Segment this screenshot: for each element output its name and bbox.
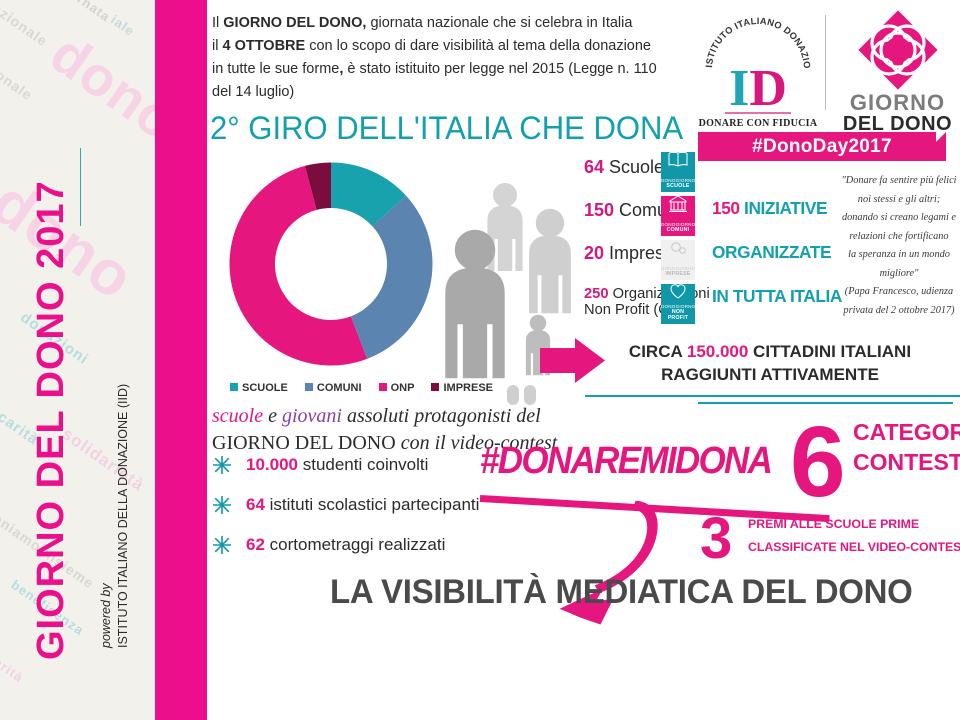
svg-text:DONARE CON FIDUCIA: DONARE CON FIDUCIA <box>699 118 818 129</box>
svg-text:ID: ID <box>729 60 787 117</box>
